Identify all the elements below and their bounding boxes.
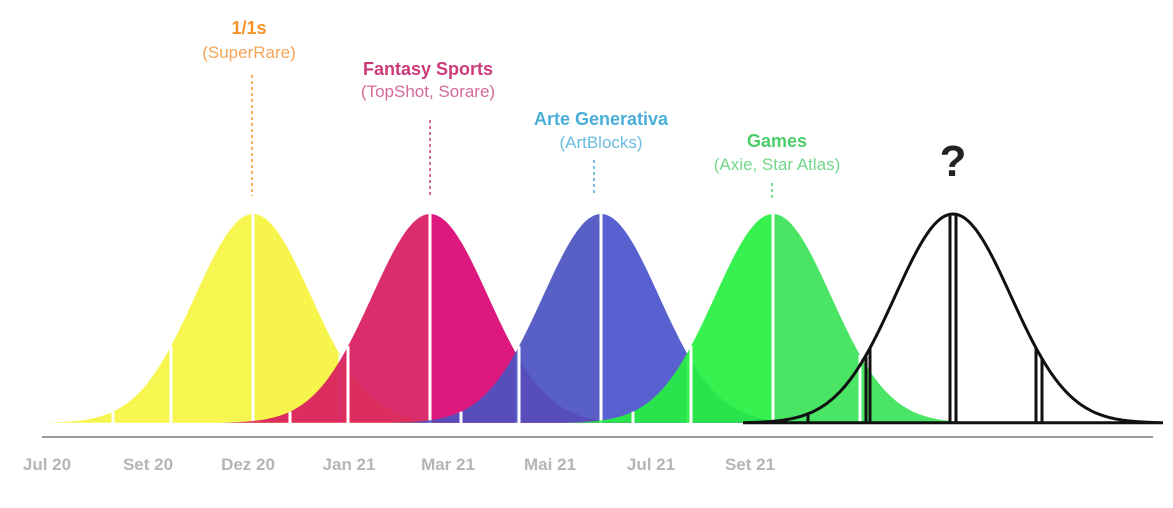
superrare-title: 1/1s bbox=[231, 18, 267, 38]
superrare-subtitle: (SuperRare) bbox=[202, 43, 296, 62]
games-curve-right-half bbox=[773, 214, 983, 423]
tick-mar-21: Mar 21 bbox=[421, 455, 475, 474]
tick-jul-20: Jul 20 bbox=[22, 455, 72, 474]
games-title: Games bbox=[746, 131, 808, 151]
tick-jul-21: Jul 21 bbox=[626, 455, 676, 474]
fantasy-curve-right-half bbox=[430, 214, 640, 423]
artblocks-title: Arte Generativa bbox=[533, 109, 669, 129]
future-curve-outline bbox=[743, 212, 1163, 425]
tick-set-20: Set 20 bbox=[122, 455, 174, 474]
future-curve bbox=[743, 212, 1163, 425]
games-subtitle: (Axie, Star Atlas) bbox=[713, 155, 841, 174]
unknown-next-wave-question-mark: ? bbox=[939, 137, 967, 186]
games-curve bbox=[563, 214, 983, 423]
tick-set-21: Set 21 bbox=[724, 455, 776, 474]
tick-jan-21: Jan 21 bbox=[322, 455, 376, 474]
tick-dez-20: Dez 20 bbox=[221, 455, 275, 474]
tick-mai-21: Mai 21 bbox=[524, 455, 576, 474]
fantasy-subtitle: (TopShot, Sorare) bbox=[360, 82, 496, 101]
artblocks-curve-right-half bbox=[601, 214, 811, 423]
superrare-curve-right-half bbox=[253, 214, 463, 423]
fantasy-title: Fantasy Sports bbox=[362, 59, 494, 79]
artblocks-subtitle: (ArtBlocks) bbox=[559, 133, 643, 152]
curves-layer bbox=[43, 212, 1163, 425]
